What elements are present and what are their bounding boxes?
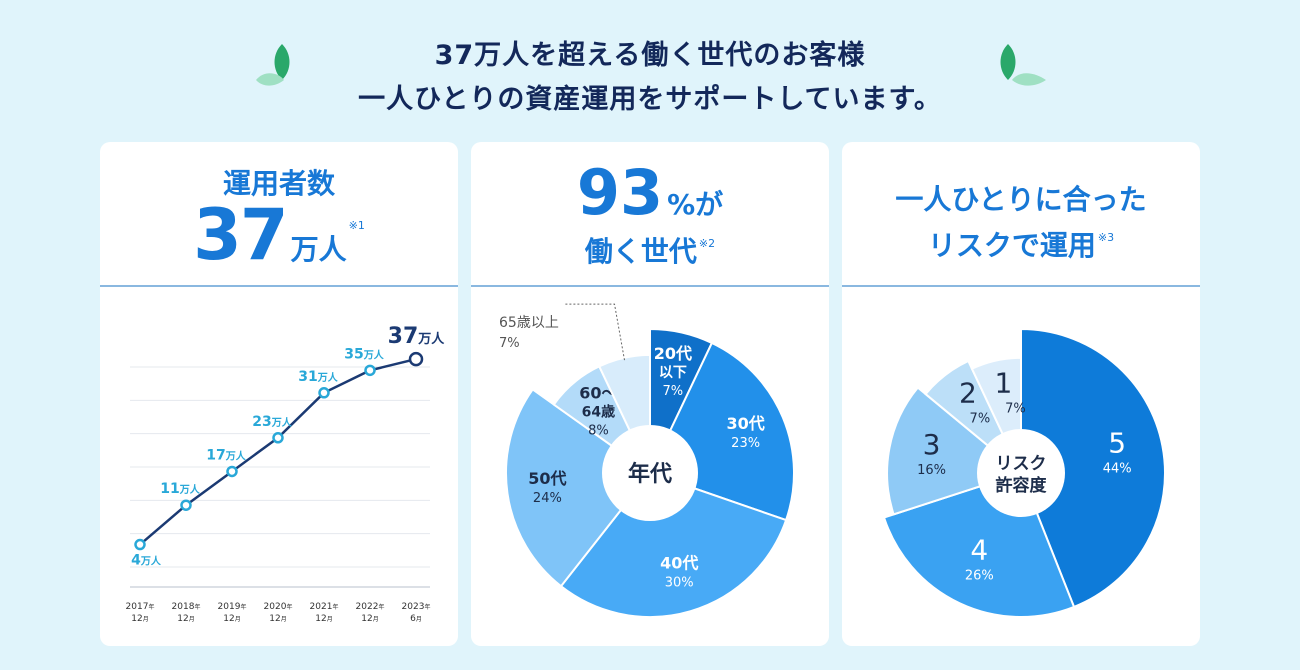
slice-label: 20代 bbox=[654, 344, 692, 363]
age-working-generation: 働く世代 bbox=[584, 235, 697, 268]
age-center-label: 年代 bbox=[628, 461, 672, 487]
age-note: ※2 bbox=[698, 237, 716, 250]
data-point bbox=[226, 465, 238, 478]
slice-label: 3 bbox=[923, 428, 941, 461]
users-line-chart: 4万人 2017年 12月 11万人 2018年 12月 17万人 2019年 12月 23万人 2… bbox=[126, 324, 446, 624]
slice-percent: 7% bbox=[663, 384, 684, 399]
x-tick-label: 2017年 bbox=[126, 602, 155, 612]
users-count: 37 万人※1 bbox=[100, 194, 458, 276]
leaf-right-icon bbox=[1000, 44, 1046, 86]
headline-line-2: 一人ひとりの資産運用をサポートしています。 bbox=[358, 84, 942, 115]
slice-percent: 8% bbox=[588, 423, 609, 438]
leaf-left-icon bbox=[256, 44, 290, 86]
slice-percent: 44% bbox=[1103, 462, 1132, 477]
x-tick-label: 2023年 bbox=[402, 602, 431, 612]
x-tick-label: 2019年 bbox=[218, 602, 247, 612]
age-pie-center bbox=[602, 425, 698, 521]
age-slice bbox=[505, 388, 652, 588]
data-point bbox=[134, 538, 146, 551]
x-tick-label: 6月 bbox=[410, 614, 422, 624]
slice-percent: 30% bbox=[665, 575, 694, 590]
risk-center-label: 許容度 bbox=[996, 475, 1048, 496]
card-risk-header: 一人ひとりに合った リスクで運用 ※3 bbox=[842, 142, 1200, 287]
risk-title-line-1: 一人ひとりに合った bbox=[895, 183, 1147, 216]
users-title: 運用者数 bbox=[222, 167, 335, 200]
slice-percent: 24% bbox=[533, 491, 562, 506]
headline: 37万人を超える働く世代のお客様 一人ひとりの資産運用をサポートしています。 bbox=[0, 34, 1300, 122]
x-tick-label: 2018年 bbox=[172, 602, 201, 612]
x-tick-label: 12月 bbox=[269, 614, 286, 624]
slice-label: 4 bbox=[970, 534, 988, 567]
x-tick-label: 2022年 bbox=[356, 602, 385, 612]
risk-note: ※3 bbox=[1097, 231, 1115, 244]
slice-label: 40代 bbox=[660, 553, 698, 572]
data-point bbox=[408, 351, 424, 367]
users-count-unit: 万人 bbox=[290, 233, 347, 266]
data-point bbox=[318, 387, 330, 399]
data-point bbox=[364, 364, 376, 377]
slice-label: 1 bbox=[994, 366, 1012, 399]
slice-label: 65歳以上 bbox=[499, 315, 559, 331]
headline-line-1: 37万人を超える働く世代のお客様 bbox=[434, 40, 866, 71]
risk-center-label: リスク bbox=[996, 454, 1047, 474]
users-count-number: 37 bbox=[193, 194, 288, 276]
age-percent-suffix: %が bbox=[667, 188, 724, 221]
x-tick-label: 12月 bbox=[131, 614, 148, 624]
risk-pie-center bbox=[977, 429, 1065, 517]
slice-percent: 7% bbox=[499, 336, 520, 351]
data-label: 23万人 bbox=[252, 414, 292, 430]
data-point bbox=[272, 432, 284, 444]
data-label: 17万人 bbox=[206, 447, 246, 463]
data-point bbox=[180, 499, 192, 511]
leader-line bbox=[564, 303, 625, 361]
age-percent-number: 93 bbox=[576, 156, 664, 229]
slice-percent: 26% bbox=[965, 569, 994, 584]
card-age-header: 93 %が 働く世代 ※2 bbox=[471, 142, 829, 287]
risk-slice bbox=[1020, 327, 1166, 609]
x-tick-label: 12月 bbox=[223, 614, 240, 624]
data-label: 31万人 bbox=[298, 369, 338, 385]
card-age: 93 %が 働く世代 ※2 20代以下 7% 30代 23% 40代 30% 50代 24% 60〜… bbox=[471, 142, 829, 646]
slice-label: 以下 bbox=[659, 365, 687, 381]
data-label: 37万人 bbox=[388, 324, 446, 349]
slice-percent: 7% bbox=[1005, 401, 1026, 416]
age-slice bbox=[559, 471, 788, 618]
data-label: 11万人 bbox=[160, 481, 200, 497]
card-risk: 一人ひとりに合った リスクで運用 ※3 5 44% 4 26% 3 16% 2 7% 1 7% リスク… bbox=[842, 142, 1200, 646]
data-label: 35万人 bbox=[344, 346, 384, 362]
card-users: 運用者数 37 万人※1 4万人 2017年 12月 11万人 2018年 12月 17万人 2… bbox=[100, 142, 458, 646]
risk-title-line-2: リスクで運用 bbox=[927, 229, 1096, 262]
x-tick-label: 12月 bbox=[315, 614, 332, 624]
slice-percent: 16% bbox=[917, 463, 946, 478]
card-users-header: 運用者数 37 万人※1 bbox=[100, 142, 458, 287]
slice-percent: 23% bbox=[731, 436, 760, 451]
slice-label: 2 bbox=[959, 377, 977, 410]
data-label: 4万人 bbox=[131, 553, 162, 569]
x-tick-label: 12月 bbox=[361, 614, 378, 624]
x-tick-label: 12月 bbox=[177, 614, 194, 624]
x-tick-label: 2021年 bbox=[310, 602, 339, 612]
x-tick-label: 2020年 bbox=[264, 602, 293, 612]
slice-label: 5 bbox=[1108, 427, 1126, 460]
users-note: ※1 bbox=[348, 219, 365, 232]
slice-label: 60〜 bbox=[579, 383, 617, 402]
users-series-line bbox=[139, 357, 417, 546]
slice-label: 64歳 bbox=[582, 403, 615, 420]
slice-label: 50代 bbox=[528, 469, 566, 488]
slice-percent: 7% bbox=[970, 412, 991, 427]
slice-label: 30代 bbox=[726, 414, 764, 433]
